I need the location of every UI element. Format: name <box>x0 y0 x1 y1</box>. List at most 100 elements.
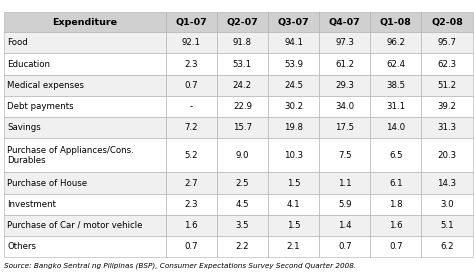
Text: 6.1: 6.1 <box>389 179 403 188</box>
Text: 62.3: 62.3 <box>438 60 456 68</box>
Bar <box>217 96 268 117</box>
Text: 14.0: 14.0 <box>386 123 405 132</box>
Text: 1.4: 1.4 <box>338 221 352 230</box>
Bar <box>421 138 473 173</box>
Bar <box>319 138 370 173</box>
Bar <box>166 96 217 117</box>
Bar <box>370 236 421 257</box>
Text: Savings: Savings <box>7 123 41 132</box>
Bar <box>421 12 473 32</box>
Bar <box>319 12 370 32</box>
Bar <box>370 96 421 117</box>
Bar <box>370 173 421 194</box>
Bar <box>268 173 319 194</box>
Text: 19.8: 19.8 <box>284 123 303 132</box>
Bar <box>421 32 473 53</box>
Text: 17.5: 17.5 <box>335 123 354 132</box>
Text: Purchase of Car / motor vehicle: Purchase of Car / motor vehicle <box>7 221 143 230</box>
Text: 1.6: 1.6 <box>389 221 403 230</box>
Bar <box>319 75 370 96</box>
Text: 2.5: 2.5 <box>236 179 249 188</box>
Bar <box>4 96 166 117</box>
Text: 53.1: 53.1 <box>233 60 252 68</box>
Bar <box>370 12 421 32</box>
Text: Source: Bangko Sentral ng Pilipinas (BSP), Consumer Expectations Survey Second Q: Source: Bangko Sentral ng Pilipinas (BSP… <box>4 262 356 269</box>
Text: 3.5: 3.5 <box>236 221 249 230</box>
Bar <box>319 215 370 236</box>
Bar <box>319 96 370 117</box>
Bar <box>166 117 217 138</box>
Text: 38.5: 38.5 <box>386 81 405 90</box>
Text: 15.7: 15.7 <box>233 123 252 132</box>
Text: Purchase of House: Purchase of House <box>7 179 87 188</box>
Text: 20.3: 20.3 <box>438 151 456 160</box>
Bar <box>268 138 319 173</box>
Bar <box>4 194 166 215</box>
Bar <box>217 75 268 96</box>
Bar <box>268 215 319 236</box>
Bar <box>217 32 268 53</box>
Bar <box>166 138 217 173</box>
Bar <box>421 96 473 117</box>
Bar <box>421 194 473 215</box>
Bar <box>268 53 319 75</box>
Text: 96.2: 96.2 <box>386 38 405 47</box>
Bar <box>421 173 473 194</box>
Bar <box>319 117 370 138</box>
Text: Q4-07: Q4-07 <box>329 18 361 27</box>
Text: 24.2: 24.2 <box>233 81 252 90</box>
Bar <box>166 12 217 32</box>
Bar <box>166 53 217 75</box>
Bar <box>370 138 421 173</box>
Text: 51.2: 51.2 <box>438 81 456 90</box>
Text: 5.1: 5.1 <box>440 221 454 230</box>
Bar <box>268 32 319 53</box>
Text: 9.0: 9.0 <box>236 151 249 160</box>
Text: 1.8: 1.8 <box>389 200 403 209</box>
Text: 1.6: 1.6 <box>184 221 198 230</box>
Text: Expenditure: Expenditure <box>52 18 117 27</box>
Text: 31.1: 31.1 <box>386 102 405 111</box>
Bar <box>166 194 217 215</box>
Bar <box>268 236 319 257</box>
Text: 4.1: 4.1 <box>287 200 301 209</box>
Text: 6.2: 6.2 <box>440 242 454 251</box>
Text: 1.1: 1.1 <box>338 179 352 188</box>
Bar <box>370 53 421 75</box>
Bar <box>166 32 217 53</box>
Text: 22.9: 22.9 <box>233 102 252 111</box>
Bar <box>421 236 473 257</box>
Bar <box>4 236 166 257</box>
Text: 91.8: 91.8 <box>233 38 252 47</box>
Bar <box>370 117 421 138</box>
Bar <box>4 32 166 53</box>
Text: 1.5: 1.5 <box>287 179 301 188</box>
Bar <box>319 53 370 75</box>
Text: 30.2: 30.2 <box>284 102 303 111</box>
Bar <box>370 215 421 236</box>
Bar <box>370 32 421 53</box>
Text: 95.7: 95.7 <box>438 38 456 47</box>
Text: Debt payments: Debt payments <box>7 102 74 111</box>
Bar <box>217 215 268 236</box>
Bar <box>4 117 166 138</box>
Text: Others: Others <box>7 242 36 251</box>
Text: 5.2: 5.2 <box>184 151 198 160</box>
Bar <box>421 215 473 236</box>
Bar <box>268 96 319 117</box>
Bar <box>217 138 268 173</box>
Bar <box>217 12 268 32</box>
Text: 2.3: 2.3 <box>184 200 198 209</box>
Text: Education: Education <box>7 60 50 68</box>
Bar <box>268 75 319 96</box>
Bar <box>217 236 268 257</box>
Bar <box>421 117 473 138</box>
Text: Food: Food <box>7 38 28 47</box>
Text: 2.1: 2.1 <box>287 242 301 251</box>
Text: 0.7: 0.7 <box>338 242 352 251</box>
Bar <box>217 117 268 138</box>
Text: Q3-07: Q3-07 <box>278 18 310 27</box>
Text: 6.5: 6.5 <box>389 151 403 160</box>
Bar <box>4 12 166 32</box>
Text: 10.3: 10.3 <box>284 151 303 160</box>
